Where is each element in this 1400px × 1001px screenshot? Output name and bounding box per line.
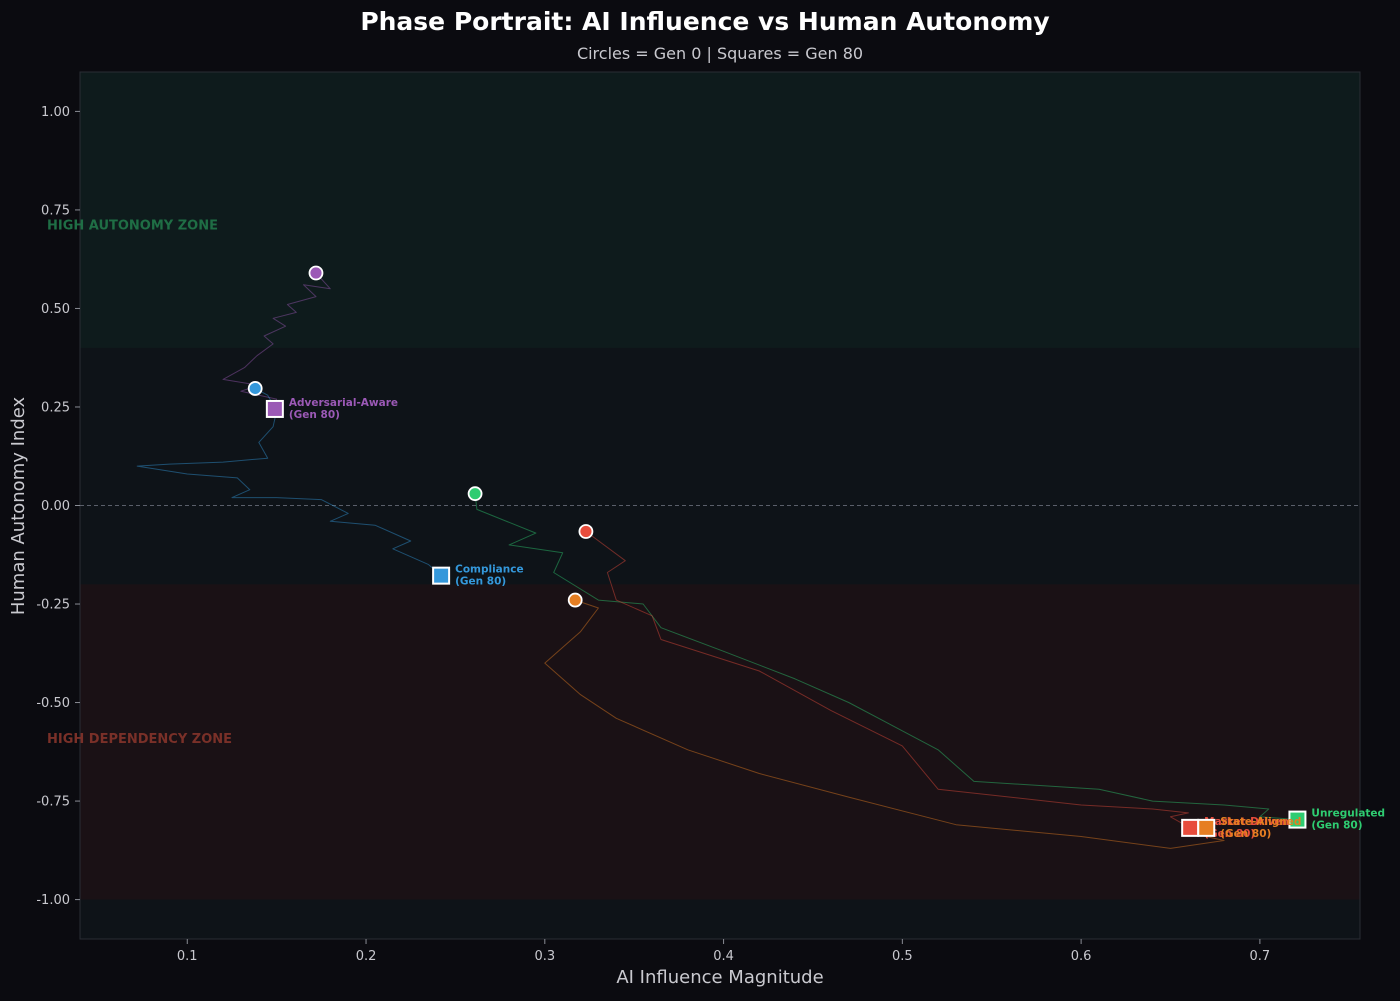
series-label-line: (Gen 80) bbox=[1220, 828, 1271, 840]
gen80-marker bbox=[1181, 818, 1200, 837]
gen0-marker bbox=[578, 524, 594, 539]
series-label: Adversarial-Aware (Gen 80) bbox=[289, 397, 398, 421]
x-tick-label: 0.7 bbox=[1250, 949, 1271, 964]
gen0-marker bbox=[567, 592, 583, 608]
x-tick-label: 0.1 bbox=[177, 949, 198, 964]
trajectory-line bbox=[136, 388, 442, 576]
x-tick-label: 0.5 bbox=[892, 949, 913, 964]
gen0-marker bbox=[247, 381, 263, 396]
trajectory-line bbox=[474, 493, 1298, 821]
series-label: Market-Driven (Gen 80) bbox=[1204, 816, 1289, 840]
y-tick-label: -0.75 bbox=[36, 795, 70, 810]
y-axis-label: Human Autonomy Index bbox=[8, 396, 29, 615]
gen80-marker bbox=[1197, 818, 1216, 837]
y-tick-label: 1.00 bbox=[41, 105, 70, 120]
gen80-marker bbox=[265, 399, 284, 418]
series-label-line: State-Aligned bbox=[1220, 816, 1301, 828]
trajectory-line bbox=[585, 531, 1191, 829]
zone-label-high-autonomy: HIGH AUTONOMY ZONE bbox=[47, 219, 218, 234]
x-tick-label: 0.6 bbox=[1071, 949, 1092, 964]
series-label-line: Unregulated bbox=[1311, 808, 1385, 820]
y-tick-label: -0.25 bbox=[36, 598, 70, 613]
y-tick-label: 0.75 bbox=[41, 203, 70, 218]
x-tick-label: 0.3 bbox=[534, 949, 555, 964]
x-tick-label: 0.4 bbox=[713, 949, 734, 964]
zone-band bbox=[80, 584, 1360, 900]
x-axis-label: AI Influence Magnitude bbox=[616, 967, 823, 988]
trajectory-line bbox=[544, 599, 1225, 849]
chart-title: Phase Portrait: AI Influence vs Human Au… bbox=[360, 7, 1049, 36]
series-label: State-Aligned (Gen 80) bbox=[1220, 816, 1301, 840]
gen0-marker bbox=[308, 265, 324, 281]
gen80-marker bbox=[432, 566, 451, 585]
y-tick-label: 0.50 bbox=[41, 302, 70, 317]
series-label-line: (Gen 80) bbox=[289, 409, 340, 421]
series-label-line: (Gen 80) bbox=[1311, 820, 1362, 832]
y-tick-label: -1.00 bbox=[36, 893, 70, 908]
series-label-line: Market-Driven bbox=[1204, 816, 1289, 828]
y-tick-label: 0.00 bbox=[41, 499, 70, 514]
series-label-line: (Gen 80) bbox=[455, 576, 506, 588]
gen80-marker bbox=[1288, 810, 1307, 829]
series-label-line: Compliance bbox=[455, 564, 523, 576]
zone-label-high-dependency: HIGH DEPENDENCY ZONE bbox=[47, 732, 232, 747]
series-label-line: Adversarial-Aware bbox=[289, 397, 398, 409]
series-label: Unregulated (Gen 80) bbox=[1311, 808, 1385, 832]
gen0-marker bbox=[467, 486, 483, 502]
x-tick-label: 0.2 bbox=[356, 949, 377, 964]
y-tick-label: -0.50 bbox=[36, 696, 70, 711]
series-label-line: (Gen 80) bbox=[1204, 828, 1255, 840]
series-label: Compliance (Gen 80) bbox=[455, 564, 523, 588]
zone-band bbox=[80, 72, 1360, 348]
y-tick-label: 0.25 bbox=[41, 400, 70, 415]
chart-subtitle: Circles = Gen 0 | Squares = Gen 80 bbox=[577, 44, 863, 63]
